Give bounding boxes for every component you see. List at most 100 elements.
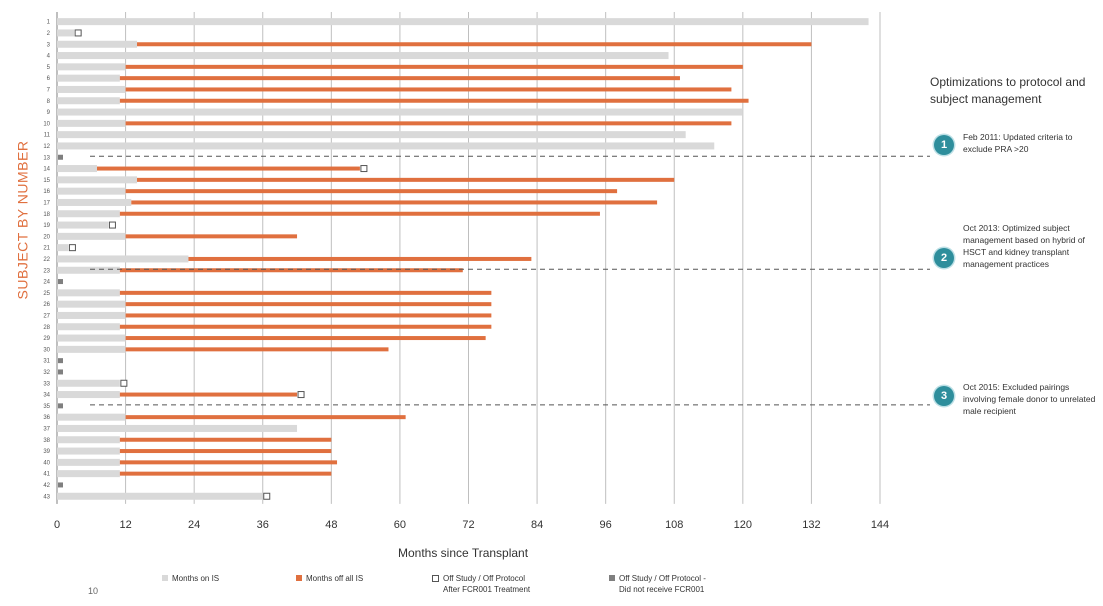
bar-months-on-is <box>57 176 138 184</box>
optimizations-title: Optimizations to protocol and subject ma… <box>930 75 1086 106</box>
bar-months-on-is <box>57 334 126 342</box>
y-tick-label: 16 <box>43 189 50 195</box>
y-tick-label: 40 <box>43 460 50 466</box>
y-tick-label: 26 <box>43 302 50 308</box>
marker-after-fcr001 <box>360 165 368 173</box>
bar-months-on-is <box>57 63 126 71</box>
marker-no-fcr001 <box>58 358 63 364</box>
marker-after-fcr001 <box>297 391 305 399</box>
y-tick-label: 15 <box>43 178 50 184</box>
y-tick-label: 2 <box>47 31 51 37</box>
y-tick-label: 38 <box>43 438 50 444</box>
y-tick-label: 19 <box>43 223 50 229</box>
bar-months-off-is <box>119 290 492 295</box>
y-tick-label: 14 <box>43 167 50 173</box>
bar-months-off-is <box>119 392 298 397</box>
bar-months-on-is <box>57 458 120 466</box>
x-tick-label: 132 <box>802 519 820 531</box>
y-tick-label: 31 <box>43 359 50 365</box>
bar-months-off-is <box>137 42 812 47</box>
y-axis-title: SUBJECT BY NUMBER <box>14 140 30 300</box>
y-tick-label: 33 <box>43 381 50 387</box>
bar-months-on-is <box>57 119 126 127</box>
bar-months-on-is <box>57 379 120 387</box>
y-tick-label: 37 <box>43 426 50 432</box>
bar-months-off-is <box>119 211 600 216</box>
bar-months-on-is <box>57 221 109 229</box>
bar-months-on-is <box>57 108 743 116</box>
bar-months-on-is <box>57 391 120 399</box>
y-tick-label: 20 <box>43 234 50 240</box>
y-tick-label: 35 <box>43 404 50 410</box>
bar-months-off-is <box>137 177 675 182</box>
bar-months-on-is <box>57 492 263 500</box>
y-tick-label: 30 <box>43 347 50 353</box>
x-tick-label: 0 <box>54 519 60 531</box>
y-tick-label: 4 <box>47 54 51 60</box>
bar-months-on-is <box>57 323 120 331</box>
bar-months-off-is <box>119 98 749 103</box>
x-tick-label: 48 <box>325 519 337 531</box>
marker-no-fcr001 <box>58 154 63 160</box>
bar-months-on-is <box>57 74 120 82</box>
bar-months-on-is <box>57 447 120 455</box>
bar-months-off-is <box>119 449 332 454</box>
bar-months-on-is <box>57 18 869 26</box>
bar-months-off-is <box>125 87 732 92</box>
marker-after-fcr001 <box>68 244 76 252</box>
x-tick-label: 96 <box>600 519 612 531</box>
y-tick-label: 18 <box>43 212 50 218</box>
marker-after-fcr001 <box>108 221 116 229</box>
bar-months-off-is <box>119 268 463 273</box>
y-tick-label: 1 <box>47 20 51 26</box>
bar-months-off-is <box>188 256 532 261</box>
legend-swatch-on-is <box>162 575 168 581</box>
annotation-marker-2: 2 <box>934 248 954 268</box>
x-tick-label: 120 <box>734 519 752 531</box>
y-tick-label: 36 <box>43 415 50 421</box>
bar-months-on-is <box>57 436 120 444</box>
legend-label-on-is: Months on IS <box>172 574 220 583</box>
y-tick-label: 17 <box>43 200 50 206</box>
legend-item-off-is: Months off all IS <box>296 573 363 584</box>
bar-months-off-is <box>119 324 492 329</box>
bar-months-off-is <box>131 200 658 205</box>
x-tick-label: 24 <box>188 519 200 531</box>
y-tick-label: 12 <box>43 144 50 150</box>
bar-months-off-is <box>119 471 332 476</box>
annotation-marker-3: 3 <box>934 386 954 406</box>
y-tick-label: 41 <box>43 472 50 478</box>
bar-months-on-is <box>57 470 120 478</box>
y-tick-label: 23 <box>43 268 50 274</box>
y-tick-label: 42 <box>43 483 50 489</box>
bar-months-off-is <box>119 460 338 465</box>
x-tick-label: 12 <box>119 519 131 531</box>
marker-no-fcr001 <box>58 279 63 285</box>
marker-no-fcr001 <box>58 369 63 375</box>
marker-after-fcr001 <box>120 379 128 387</box>
x-tick-label: 72 <box>462 519 474 531</box>
bar-months-off-is <box>125 313 492 318</box>
x-tick-label: 60 <box>394 519 406 531</box>
legend-label-after-fcr001: Off Study / Off Protocol After FCR001 Tr… <box>443 574 531 594</box>
legend-swatch-after-fcr001 <box>432 575 439 582</box>
bar-months-on-is <box>57 345 126 353</box>
bar-months-on-is <box>57 29 75 37</box>
bar-months-off-is <box>125 64 743 69</box>
y-tick-label: 9 <box>47 110 51 116</box>
legend-item-on-is: Months on IS <box>162 573 219 584</box>
y-tick-label: 5 <box>47 65 51 71</box>
legend-label-off-is: Months off all IS <box>306 574 364 583</box>
y-tick-label: 39 <box>43 449 50 455</box>
bar-months-on-is <box>57 198 132 206</box>
bar-months-on-is <box>57 424 298 432</box>
y-tick-label: 25 <box>43 291 50 297</box>
bar-months-on-is <box>57 85 126 93</box>
bar-months-on-is <box>57 131 686 139</box>
x-tick-label: 144 <box>871 519 889 531</box>
y-tick-label: 24 <box>43 280 50 286</box>
legend-item-after-fcr001: Off Study / Off Protocol After FCR001 Tr… <box>432 573 530 595</box>
bar-months-off-is <box>125 121 732 126</box>
y-tick-label: 43 <box>43 494 50 500</box>
